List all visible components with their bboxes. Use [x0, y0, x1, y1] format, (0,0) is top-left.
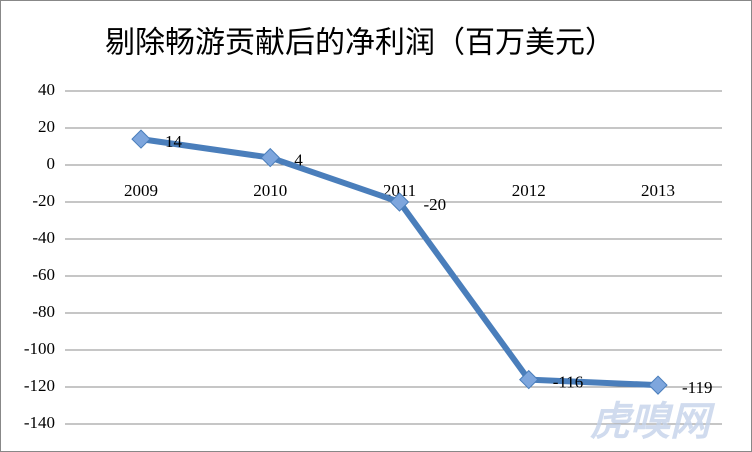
data-point [389, 192, 410, 212]
data-point [648, 375, 668, 395]
y-tick-label: -20 [32, 191, 55, 210]
x-tick-label: 2013 [641, 181, 675, 200]
y-tick-label: -60 [32, 265, 55, 284]
y-tick-label: -120 [24, 376, 55, 395]
y-tick-label: -40 [32, 228, 55, 247]
y-tick-label: 40 [38, 80, 55, 99]
data-label: 4 [294, 151, 303, 170]
x-tick-label: 2012 [512, 181, 546, 200]
watermark: 虎嗅网 [590, 399, 716, 445]
x-tick-label: 2010 [253, 181, 287, 200]
data-point [519, 369, 539, 390]
data-label: 14 [165, 132, 183, 151]
x-tick-label: 2009 [124, 181, 158, 200]
data-label: -119 [682, 378, 713, 397]
data-label: -20 [424, 195, 447, 214]
y-tick-label: -100 [24, 339, 55, 358]
data-label: -116 [553, 373, 584, 392]
data-point [260, 147, 280, 168]
x-tick-label: 2011 [383, 181, 416, 200]
y-tick-label: 20 [38, 117, 55, 136]
y-tick-label: -140 [24, 413, 55, 432]
y-tick-label: 0 [47, 154, 56, 173]
chart-title: 剔除畅游贡献后的净利润（百万美元） [105, 26, 615, 61]
y-tick-label: -80 [32, 302, 55, 321]
data-point [131, 129, 151, 149]
